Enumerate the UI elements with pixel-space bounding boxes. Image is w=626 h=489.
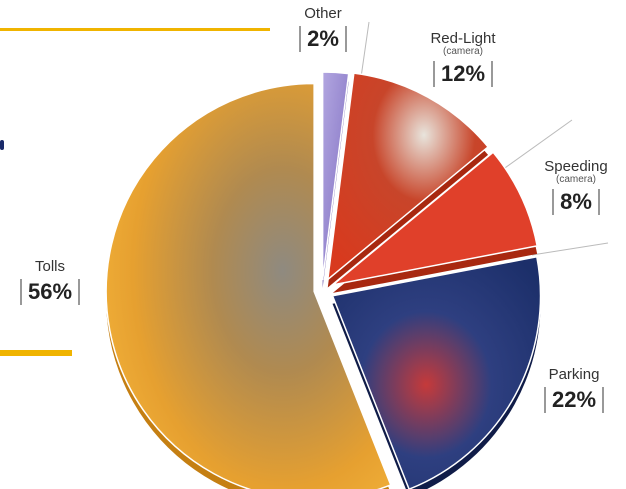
pie-slice-other [321,71,350,281]
top-accent-rule [0,28,270,31]
label-parking: Parking 22% [524,366,624,413]
label-tolls-name: Tolls [34,258,65,275]
pie-slice-speeding [332,151,539,286]
bottom-accent-rule [0,350,72,356]
label-other-name: Other [304,5,342,22]
label-tolls: Tolls 56% [0,258,100,305]
label-parking-percent: 22% [543,387,605,413]
pie-slice-parking [331,255,542,489]
edge-marker [0,140,4,150]
label-speeding-sub: (camera) [555,174,596,185]
pie-slice-tolls [105,82,392,489]
label-red-light-name: Red-Light [430,30,496,47]
label-red-light: Red-Light (camera) 12% [408,30,518,87]
label-speeding-name: Speeding [544,158,608,175]
label-speeding: Speeding (camera) 8% [526,158,626,215]
label-red-light-sub: (camera) [442,46,483,57]
pie-slice-red-light [326,72,490,282]
label-tolls-percent: 56% [19,279,81,305]
label-other-percent: 2% [299,26,347,52]
label-other: Other 2% [268,5,378,52]
label-speeding-percent: 8% [552,189,600,215]
label-red-light-percent: 12% [432,61,494,87]
label-parking-name: Parking [548,366,600,383]
